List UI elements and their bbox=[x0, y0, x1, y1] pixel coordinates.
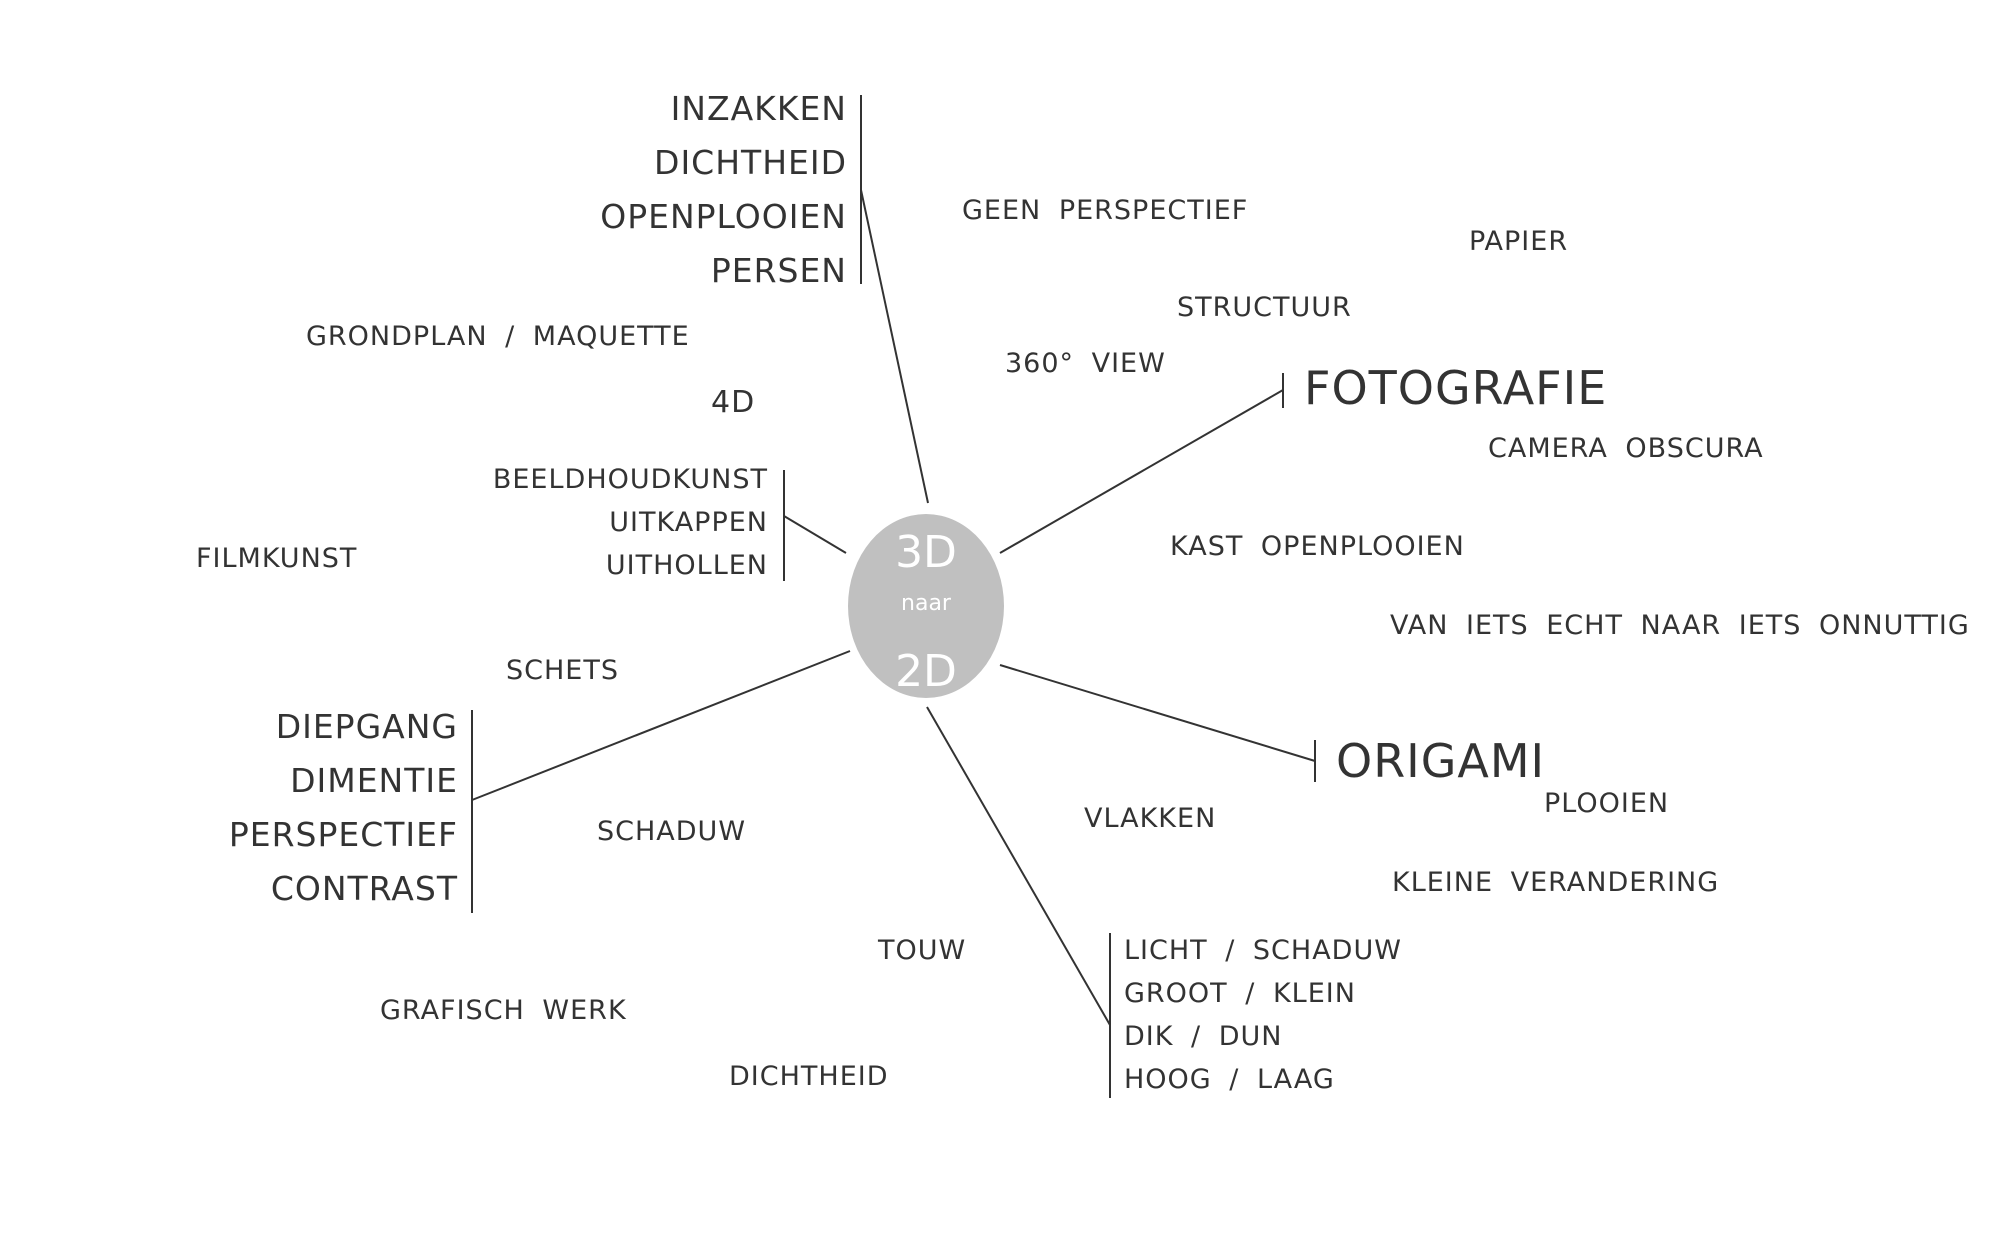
term-360-view: 360° VIEW bbox=[1005, 348, 1166, 379]
term-camera-obscura: CAMERA OBSCURA bbox=[1488, 433, 1764, 464]
origami-label: ORIGAMI bbox=[1336, 734, 1546, 788]
upper-left-item-2: UITKAPPEN bbox=[609, 507, 768, 538]
term-van-iets-echt: VAN IETS ECHT NAAR IETS ONNUTTIG bbox=[1390, 610, 1970, 641]
term-touw: TOUW bbox=[878, 935, 967, 966]
bottom-item-4: HOOG / LAAG bbox=[1124, 1064, 1335, 1095]
left-item-4: CONTRAST bbox=[270, 869, 458, 908]
term-schets: SCHETS bbox=[506, 655, 619, 686]
center-label-3d: 3D bbox=[895, 527, 957, 578]
term-geen-perspectief: GEEN PERSPECTIEF bbox=[962, 195, 1249, 226]
term-papier: PAPIER bbox=[1469, 226, 1569, 257]
term-kleine-verandering: KLEINE VERANDERING bbox=[1392, 867, 1720, 898]
fotografie-label: FOTOGRAFIE bbox=[1304, 361, 1608, 415]
top-item-2: DICHTHEID bbox=[654, 143, 847, 182]
center-node bbox=[848, 514, 1004, 698]
term-kast-openplooien: KAST OPENPLOOIEN bbox=[1170, 531, 1465, 562]
bottom-item-1: LICHT / SCHADUW bbox=[1124, 935, 1402, 966]
left-item-3: PERSPECTIEF bbox=[228, 815, 458, 854]
term-schaduw: SCHADUW bbox=[597, 816, 747, 847]
bottom-item-2: GROOT / KLEIN bbox=[1124, 978, 1356, 1009]
term-filmkunst: FILMKUNST bbox=[196, 543, 358, 574]
bottom-item-3: DIK / DUN bbox=[1124, 1021, 1283, 1052]
term-vlakken: VLAKKEN bbox=[1084, 803, 1217, 834]
upper-left-item-3: UITHOLLEN bbox=[605, 550, 768, 581]
term-grondplan-maquette: GRONDPLAN / MAQUETTE bbox=[306, 321, 690, 352]
term-grafisch-werk: GRAFISCH WERK bbox=[380, 995, 627, 1026]
center-label-2d: 2D bbox=[895, 646, 957, 697]
top-item-4: PERSEN bbox=[710, 251, 847, 290]
bottom-connector bbox=[926, 706, 1111, 1026]
center-label-naar: naar bbox=[901, 591, 951, 616]
term-plooien: PLOOIEN bbox=[1544, 788, 1670, 819]
origami-connector bbox=[999, 664, 1316, 762]
upper-left-item-1: BEELDHOUDKUNST bbox=[492, 464, 768, 495]
term-dichtheid: DICHTHEID bbox=[729, 1061, 889, 1092]
upper-left-connector bbox=[783, 515, 847, 554]
term-structuur: STRUCTUUR bbox=[1177, 292, 1352, 323]
top-connector bbox=[860, 189, 929, 504]
top-item-3: OPENPLOOIEN bbox=[600, 197, 847, 236]
top-item-1: INZAKKEN bbox=[670, 89, 847, 128]
left-connector bbox=[471, 650, 851, 801]
left-item-1: DIEPGANG bbox=[275, 707, 458, 746]
term-4d: 4D bbox=[711, 385, 756, 420]
fotografie-connector bbox=[999, 389, 1284, 554]
left-item-2: DIMENTIE bbox=[290, 761, 458, 800]
